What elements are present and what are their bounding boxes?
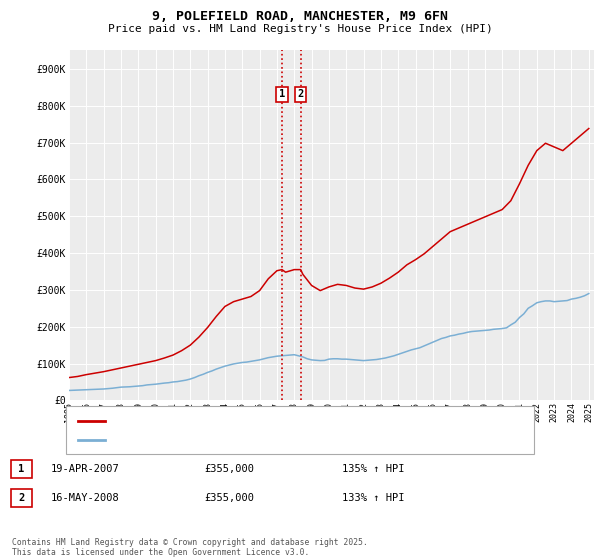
Text: 2: 2 (19, 493, 25, 503)
Text: 1: 1 (19, 464, 25, 474)
Text: Price paid vs. HM Land Registry's House Price Index (HPI): Price paid vs. HM Land Registry's House … (107, 24, 493, 34)
Text: 135% ↑ HPI: 135% ↑ HPI (342, 464, 404, 474)
Text: 133% ↑ HPI: 133% ↑ HPI (342, 493, 404, 503)
Text: Contains HM Land Registry data © Crown copyright and database right 2025.
This d: Contains HM Land Registry data © Crown c… (12, 538, 368, 557)
Text: £355,000: £355,000 (204, 464, 254, 474)
Text: 1: 1 (279, 89, 285, 99)
Text: 19-APR-2007: 19-APR-2007 (51, 464, 120, 474)
Text: £355,000: £355,000 (204, 493, 254, 503)
Text: 9, POLEFIELD ROAD, MANCHESTER, M9 6FN (semi-detached house): 9, POLEFIELD ROAD, MANCHESTER, M9 6FN (s… (111, 416, 450, 425)
Text: 2: 2 (298, 89, 304, 99)
Text: 16-MAY-2008: 16-MAY-2008 (51, 493, 120, 503)
Text: HPI: Average price, semi-detached house, Manchester: HPI: Average price, semi-detached house,… (111, 436, 404, 445)
Text: 9, POLEFIELD ROAD, MANCHESTER, M9 6FN: 9, POLEFIELD ROAD, MANCHESTER, M9 6FN (152, 10, 448, 23)
